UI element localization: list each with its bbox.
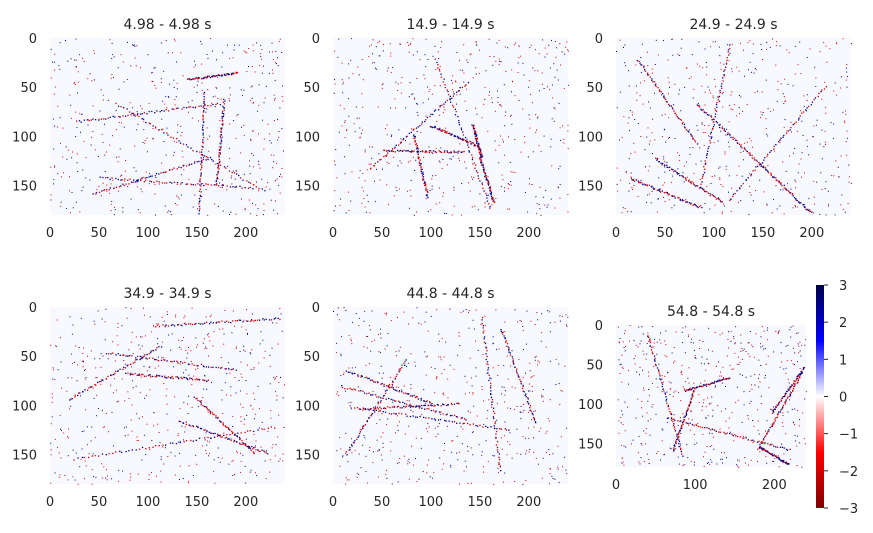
colorbar-tick-label: 3: [839, 279, 847, 294]
y-tick-label: 150: [12, 180, 37, 195]
x-tick-label: 100: [702, 226, 727, 241]
event-pixels: [333, 307, 569, 485]
x-tick-label: 200: [799, 226, 824, 241]
colorbar-tick-label: 1: [839, 353, 847, 368]
x-tick-label: 0: [329, 226, 337, 241]
x-tick-label: 150: [184, 226, 209, 241]
panel-title: 14.9 - 14.9 s: [406, 17, 494, 33]
y-tick-label: 150: [12, 449, 37, 464]
y-tick-label: 0: [595, 319, 603, 334]
y-tick-label: 100: [578, 130, 603, 145]
x-tick-label: 50: [657, 226, 674, 241]
panel-title: 54.8 - 54.8 s: [667, 304, 755, 320]
panel-4: 34.9 - 34.9 s 0 50 100 150 200 0 50 100 150: [12, 286, 286, 510]
x-tick-label: 150: [184, 495, 209, 510]
y-tick-label: 0: [312, 32, 320, 47]
x-tick-label: 50: [374, 226, 391, 241]
panel-background: [50, 307, 285, 484]
event-pixels: [617, 325, 807, 468]
y-tick-label: 150: [578, 437, 603, 452]
panel-background: [50, 38, 285, 215]
x-tick-label: 200: [762, 478, 787, 493]
colorbar-tick-label: −1: [839, 428, 858, 443]
panel-title: 44.8 - 44.8 s: [406, 286, 494, 302]
y-tick-label: 0: [312, 301, 320, 316]
y-tick-label: 50: [20, 81, 37, 96]
event-pixels: [616, 38, 852, 216]
panel-background: [616, 38, 851, 215]
event-pixels: [50, 307, 286, 485]
x-tick-label: 200: [516, 495, 541, 510]
colorbar-gradient: [816, 285, 824, 508]
y-tick-label: 50: [303, 350, 320, 365]
y-tick-label: 100: [12, 399, 37, 414]
y-tick-label: 0: [29, 32, 37, 47]
x-tick-label: 100: [419, 226, 444, 241]
x-tick-label: 150: [467, 226, 492, 241]
y-tick-label: 100: [578, 398, 603, 413]
x-tick-label: 50: [91, 495, 108, 510]
colorbar-tick-label: −3: [839, 502, 858, 517]
y-tick-label: 50: [586, 81, 603, 96]
x-tick-label: 100: [136, 495, 161, 510]
event-pixels: [50, 38, 284, 216]
x-tick-label: 50: [91, 226, 108, 241]
colorbar: 3 2 1 0 −1 −2 −3: [816, 279, 858, 517]
y-tick-label: 0: [595, 32, 603, 47]
y-tick-label: 100: [295, 130, 320, 145]
y-tick-label: 150: [295, 180, 320, 195]
x-tick-label: 200: [233, 226, 258, 241]
y-tick-label: 150: [578, 180, 603, 195]
x-tick-label: 150: [467, 495, 492, 510]
panel-background: [616, 325, 806, 467]
y-tick-label: 50: [586, 358, 603, 373]
y-tick-label: 150: [295, 449, 320, 464]
colorbar-tick-label: 2: [839, 316, 847, 331]
x-tick-label: 0: [329, 495, 337, 510]
panel-title: 34.9 - 34.9 s: [123, 286, 211, 302]
event-pixels: [333, 38, 569, 216]
y-tick-label: 100: [295, 399, 320, 414]
panel-2: 14.9 - 14.9 s 0 50 100 150 200 0 50 100 150: [295, 17, 569, 241]
x-tick-label: 0: [612, 478, 620, 493]
panel-title: 4.98 - 4.98 s: [123, 17, 211, 33]
panel-6: 54.8 - 54.8 s 0 100 200 0 50 100 150: [578, 304, 807, 493]
panel-title: 24.9 - 24.9 s: [689, 17, 777, 33]
panel-5: 44.8 - 44.8 s 0 50 100 150 200 0 50 100 150: [295, 286, 569, 510]
panel-1: 4.98 - 4.98 s 0 50 100 150 200 0 50 100 150: [12, 17, 285, 241]
x-tick-label: 100: [136, 226, 161, 241]
panel-background: [333, 307, 568, 484]
panel-3: 24.9 - 24.9 s 0 50 100 150 200 0 50 100 150: [578, 17, 852, 241]
y-tick-label: 100: [12, 130, 37, 145]
colorbar-tick-label: 0: [839, 391, 847, 406]
panel-background: [333, 38, 568, 215]
x-tick-label: 0: [612, 226, 620, 241]
y-tick-label: 0: [29, 301, 37, 316]
x-tick-label: 0: [46, 226, 54, 241]
y-tick-label: 50: [303, 81, 320, 96]
x-tick-label: 50: [374, 495, 391, 510]
x-tick-label: 100: [419, 495, 444, 510]
x-tick-label: 150: [750, 226, 775, 241]
x-tick-label: 0: [46, 495, 54, 510]
x-tick-label: 200: [516, 226, 541, 241]
y-tick-label: 50: [20, 350, 37, 365]
x-tick-label: 100: [683, 478, 708, 493]
colorbar-tick-label: −2: [839, 465, 858, 480]
x-tick-label: 200: [233, 495, 258, 510]
